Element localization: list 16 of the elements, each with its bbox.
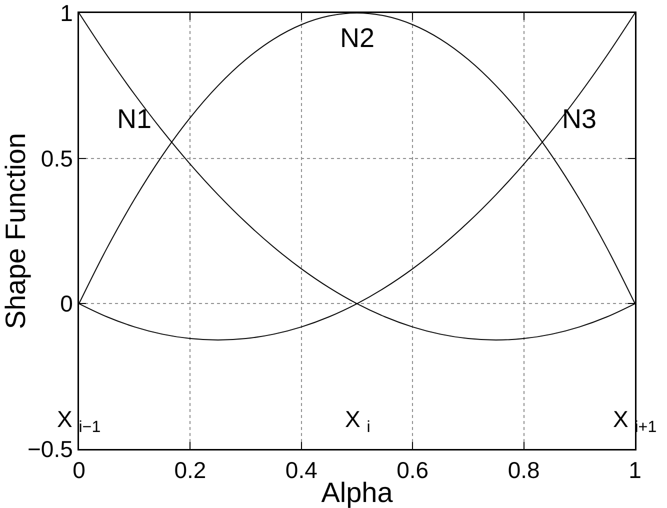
x-tick-label: 0.8 xyxy=(508,457,540,484)
y-tick-label: −0.5 xyxy=(27,436,73,462)
x-tick-label: 0.4 xyxy=(285,457,318,484)
y-axis-title: Shape Function xyxy=(0,132,31,330)
y-tick-label: 1 xyxy=(60,0,73,26)
series-label: N1 xyxy=(117,104,152,134)
y-tick-label: 0 xyxy=(60,290,73,317)
annotation: X $_{i−1}$ xyxy=(57,406,101,436)
x-axis-title: Alpha xyxy=(321,476,394,508)
series-label: N3 xyxy=(562,104,597,134)
series-label: N2 xyxy=(340,23,375,53)
y-tick-label: 0.5 xyxy=(40,145,73,172)
annotation: X $_{i}$ xyxy=(345,406,370,436)
x-tick-label: 0.2 xyxy=(174,457,206,484)
x-tick-label: 0.6 xyxy=(396,457,429,484)
x-tick-label: 1 xyxy=(628,457,642,484)
